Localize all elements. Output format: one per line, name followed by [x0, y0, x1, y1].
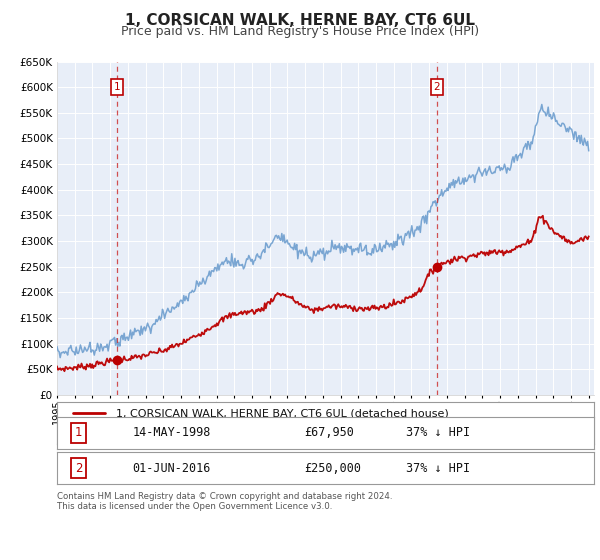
Text: £67,950: £67,950 — [304, 426, 354, 440]
Text: 2: 2 — [75, 461, 82, 475]
Text: Contains HM Land Registry data © Crown copyright and database right 2024.: Contains HM Land Registry data © Crown c… — [57, 492, 392, 501]
Text: 1: 1 — [113, 82, 120, 92]
Text: Price paid vs. HM Land Registry's House Price Index (HPI): Price paid vs. HM Land Registry's House … — [121, 25, 479, 38]
Text: 1, CORSICAN WALK, HERNE BAY, CT6 6UL: 1, CORSICAN WALK, HERNE BAY, CT6 6UL — [125, 13, 475, 28]
Text: HPI: Average price, detached house, Canterbury: HPI: Average price, detached house, Cant… — [116, 428, 385, 437]
Text: 1, CORSICAN WALK, HERNE BAY, CT6 6UL (detached house): 1, CORSICAN WALK, HERNE BAY, CT6 6UL (de… — [116, 408, 449, 418]
Text: 01-JUN-2016: 01-JUN-2016 — [132, 461, 211, 475]
Text: This data is licensed under the Open Government Licence v3.0.: This data is licensed under the Open Gov… — [57, 502, 332, 511]
Text: 37% ↓ HPI: 37% ↓ HPI — [406, 461, 470, 475]
Text: 1: 1 — [75, 426, 82, 440]
Text: 37% ↓ HPI: 37% ↓ HPI — [406, 426, 470, 440]
Text: 2: 2 — [433, 82, 440, 92]
Text: 14-MAY-1998: 14-MAY-1998 — [132, 426, 211, 440]
Text: £250,000: £250,000 — [304, 461, 361, 475]
